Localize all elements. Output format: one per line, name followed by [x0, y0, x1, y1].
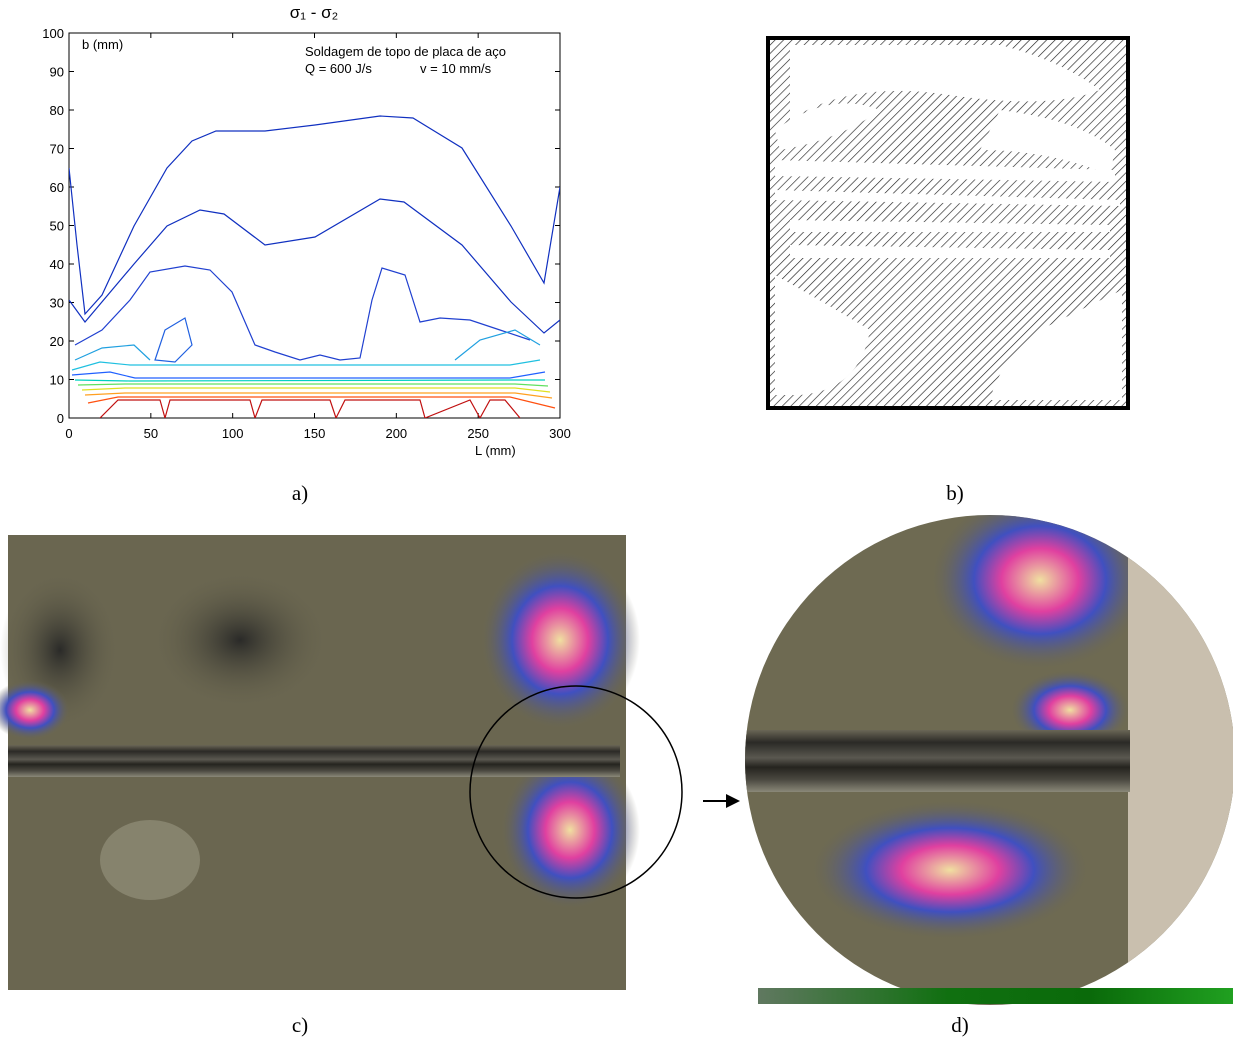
chart-title: σ₁ - σ₂: [290, 3, 338, 22]
panel-label: b): [946, 481, 964, 505]
x-tick-label: 250: [467, 426, 489, 441]
y-tick-label: 20: [50, 334, 64, 349]
annotation: Q = 600 J/s: [305, 61, 372, 76]
arrow: [703, 794, 740, 808]
figure: σ₁ - σ₂ 0 10 20 30 40 50 60 70 80 90 100 0 50 100 150 2…: [0, 0, 1233, 1038]
y-tick-label: 50: [50, 219, 64, 234]
panel-label: c): [292, 1013, 308, 1037]
color-strip: [758, 988, 1233, 1004]
panel-label: d): [951, 1013, 969, 1037]
y-tick-label: 10: [50, 373, 64, 388]
x-tick-label: 50: [144, 426, 158, 441]
x-tick-label: 0: [65, 426, 72, 441]
y-tick-label: 70: [50, 142, 64, 157]
panel-a: σ₁ - σ₂ 0 10 20 30 40 50 60 70 80 90 100 0 50 100 150 2…: [42, 3, 571, 505]
y-tick-label: 80: [50, 103, 64, 118]
panel-c: c): [0, 535, 682, 1037]
y-tick-label: 40: [50, 257, 64, 272]
y-tick-label: 100: [42, 26, 64, 41]
x-tick-label: 100: [222, 426, 244, 441]
annotation: Soldagem de topo de placa de aço: [305, 44, 506, 59]
panel-b: b): [768, 38, 1128, 505]
y-tick-label: 90: [50, 65, 64, 80]
x-axis-label: L (mm): [475, 443, 516, 458]
panel-d: d): [740, 490, 1233, 1037]
y-tick-label: 0: [57, 411, 64, 426]
annotation: v = 10 mm/s: [420, 61, 492, 76]
x-tick-label: 200: [385, 426, 407, 441]
x-tick-label: 300: [549, 426, 571, 441]
y-tick-label: 60: [50, 180, 64, 195]
plot-area: [69, 33, 560, 418]
panel-label: a): [292, 481, 308, 505]
y-axis-label: b (mm): [82, 37, 123, 52]
x-tick-label: 150: [304, 426, 326, 441]
y-tick-label: 30: [50, 296, 64, 311]
